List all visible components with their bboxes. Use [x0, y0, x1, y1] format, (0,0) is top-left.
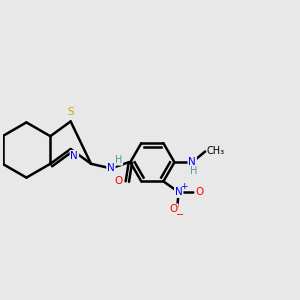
Text: N: N	[175, 187, 183, 197]
Text: N: N	[188, 157, 196, 167]
Text: H: H	[190, 167, 197, 176]
Text: H: H	[115, 155, 122, 165]
Text: CH₃: CH₃	[207, 146, 225, 156]
Text: S: S	[68, 107, 74, 117]
Text: O: O	[115, 176, 123, 186]
Text: O: O	[196, 187, 204, 197]
Text: O: O	[169, 204, 178, 214]
Text: −: −	[176, 210, 184, 220]
Text: +: +	[181, 182, 188, 191]
Text: N: N	[70, 151, 78, 161]
Text: N: N	[107, 164, 115, 173]
